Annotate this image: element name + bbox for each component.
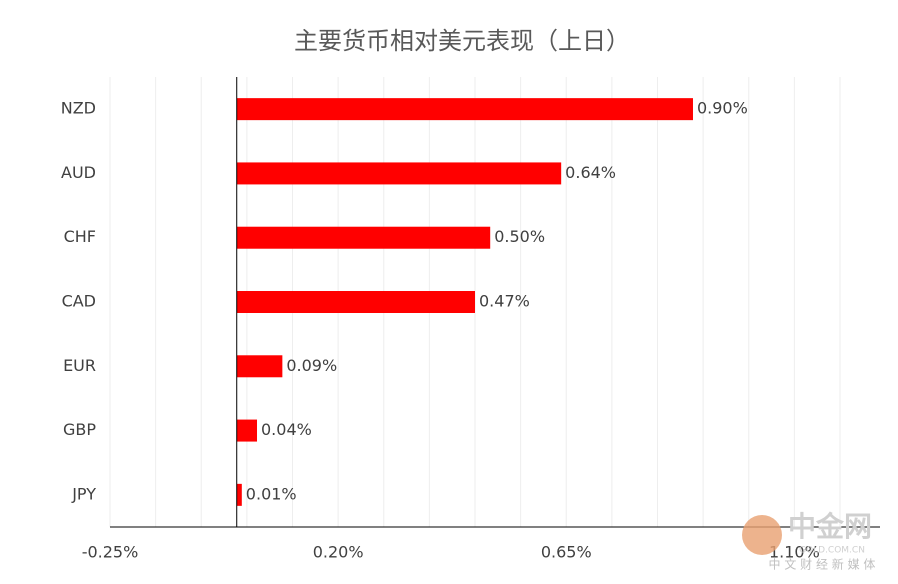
chart-title: 主要货币相对美元表现（上日） bbox=[294, 27, 630, 55]
bar bbox=[236, 355, 283, 378]
x-tick-label: -0.25% bbox=[82, 543, 139, 562]
watermark-slogan: 中 文 财 经 新 媒 体 bbox=[769, 557, 876, 572]
value-label: 0.01% bbox=[246, 484, 297, 503]
x-tick-label: 0.20% bbox=[313, 543, 364, 562]
bar bbox=[236, 98, 693, 121]
y-tick-label: JPY bbox=[71, 484, 96, 503]
watermark-name: 中金网 bbox=[788, 510, 872, 543]
y-tick-label: GBP bbox=[63, 420, 96, 439]
x-tick-label: 1.10% bbox=[769, 543, 820, 562]
value-label: 0.50% bbox=[494, 227, 545, 246]
bar bbox=[236, 226, 491, 249]
watermark-logo bbox=[742, 515, 782, 555]
y-tick-label: CHF bbox=[64, 227, 96, 246]
bar bbox=[236, 419, 258, 442]
y-tick-label: EUR bbox=[63, 356, 96, 375]
bar bbox=[236, 291, 475, 313]
watermark-site: GOLD.COM.CN bbox=[799, 546, 865, 556]
value-label: 0.04% bbox=[261, 420, 312, 439]
y-tick-label: AUD bbox=[61, 163, 96, 182]
y-tick-label: NZD bbox=[61, 99, 96, 118]
value-label: 0.64% bbox=[565, 163, 616, 182]
value-label: 0.90% bbox=[697, 99, 748, 118]
x-tick-label: 0.65% bbox=[541, 543, 592, 562]
value-label: 0.09% bbox=[286, 356, 337, 375]
bar bbox=[236, 483, 242, 506]
bar bbox=[236, 162, 562, 185]
value-label: 0.47% bbox=[479, 292, 530, 311]
y-tick-label: CAD bbox=[62, 292, 96, 311]
